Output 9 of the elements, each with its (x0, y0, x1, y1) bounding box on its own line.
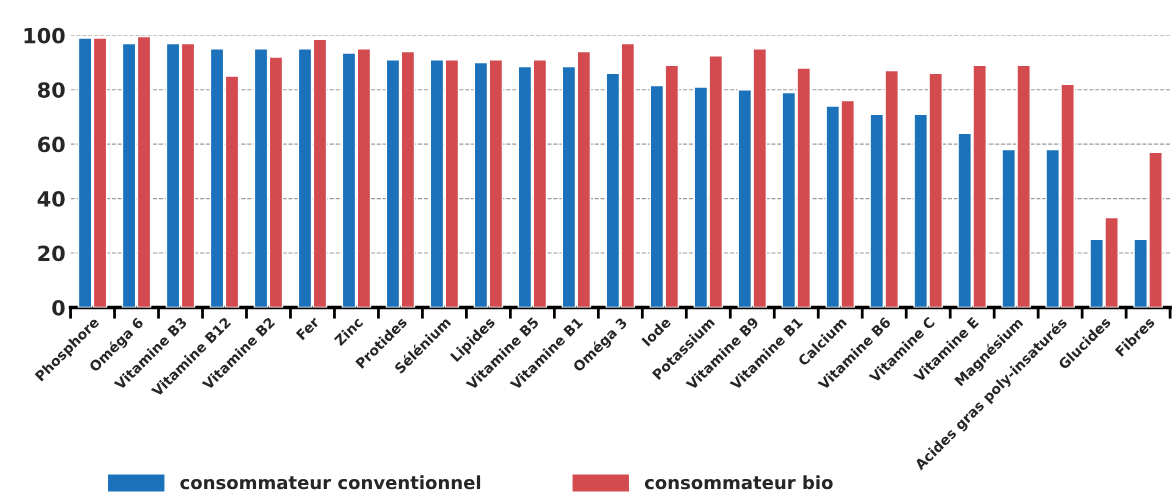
y-tick-label: 40 (37, 191, 65, 207)
y-tick-label: 60 (38, 136, 65, 153)
legend-label: consommateur bio (644, 475, 833, 490)
y-tick-label: 0 (52, 299, 65, 316)
legend-label: consommateur conventionnel (180, 475, 481, 490)
x-tick-label: Fer (295, 316, 321, 341)
y-tick-label: 100 (24, 27, 65, 44)
y-tick-label: 20 (38, 245, 65, 262)
y-tick-label: 80 (37, 82, 65, 98)
